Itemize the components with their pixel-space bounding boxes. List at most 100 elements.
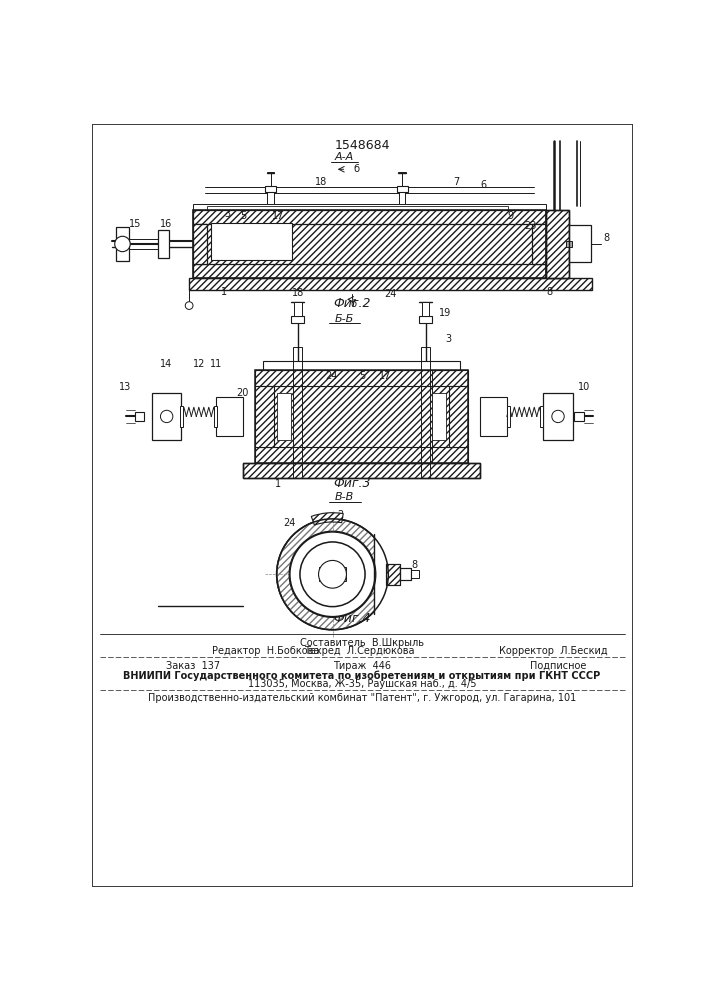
Text: 5: 5 xyxy=(359,371,365,381)
Bar xyxy=(574,412,583,421)
Text: 10: 10 xyxy=(578,382,590,392)
Text: 3: 3 xyxy=(445,334,451,344)
Text: 24: 24 xyxy=(385,289,397,299)
Text: 17: 17 xyxy=(379,371,392,381)
Text: 11: 11 xyxy=(210,359,223,369)
Text: 13: 13 xyxy=(119,382,132,392)
Text: А-А: А-А xyxy=(334,152,354,162)
Bar xyxy=(319,567,346,581)
Text: Техред  Л.Сердюкова: Техред Л.Сердюкова xyxy=(305,646,415,656)
Circle shape xyxy=(300,542,365,607)
Circle shape xyxy=(319,560,346,588)
Bar xyxy=(540,406,543,427)
Text: 3: 3 xyxy=(224,209,230,219)
Bar xyxy=(193,224,207,264)
Bar xyxy=(400,568,411,580)
Bar xyxy=(180,406,183,427)
Bar xyxy=(207,206,508,210)
Text: 1548684: 1548684 xyxy=(334,139,390,152)
Text: 20: 20 xyxy=(236,388,249,398)
Text: 8: 8 xyxy=(547,287,553,297)
Text: Фиг.4: Фиг.4 xyxy=(333,612,370,625)
Bar xyxy=(293,302,301,316)
Bar xyxy=(386,564,400,585)
Text: Заказ  137: Заказ 137 xyxy=(166,661,220,671)
Bar xyxy=(135,412,144,421)
Circle shape xyxy=(115,236,130,252)
Bar xyxy=(546,210,569,278)
Text: Б-Б: Б-Б xyxy=(334,314,354,324)
Text: 19: 19 xyxy=(440,308,452,318)
Text: 18: 18 xyxy=(291,288,304,298)
Bar xyxy=(507,406,510,427)
Bar xyxy=(129,239,158,249)
Text: Корректор  Л.Бескид: Корректор Л.Бескид xyxy=(499,646,608,656)
Circle shape xyxy=(160,410,173,423)
Text: 24: 24 xyxy=(284,518,296,528)
Wedge shape xyxy=(311,513,344,525)
Bar xyxy=(212,225,291,259)
Text: 16: 16 xyxy=(160,219,172,229)
Text: Подписное: Подписное xyxy=(530,661,587,671)
Bar xyxy=(211,223,292,260)
Text: Редактор  Н.Бобкова: Редактор Н.Бобкова xyxy=(212,646,320,656)
Text: 6: 6 xyxy=(481,180,486,190)
Bar xyxy=(421,347,430,478)
Bar xyxy=(566,241,572,247)
Bar xyxy=(276,393,291,440)
Text: б: б xyxy=(354,164,360,174)
Bar xyxy=(543,393,573,440)
Circle shape xyxy=(289,531,376,617)
Text: 14: 14 xyxy=(160,359,172,369)
Bar xyxy=(193,204,546,210)
Text: 9: 9 xyxy=(508,211,514,221)
Bar xyxy=(419,316,432,323)
Bar xyxy=(207,224,532,264)
Text: 18: 18 xyxy=(315,177,327,187)
Bar xyxy=(400,568,411,580)
Bar xyxy=(293,347,303,478)
Bar xyxy=(386,564,400,585)
Text: 8: 8 xyxy=(603,233,609,243)
Text: 113035, Москва, Ж-35, Раушская наб., д. 4/5: 113035, Москва, Ж-35, Раушская наб., д. … xyxy=(247,679,477,689)
Bar xyxy=(189,278,592,290)
Bar xyxy=(569,225,590,262)
Text: 17: 17 xyxy=(272,211,284,221)
Bar xyxy=(214,406,217,427)
Text: Тираж  446: Тираж 446 xyxy=(333,661,391,671)
Text: 15: 15 xyxy=(129,219,141,229)
Text: 24: 24 xyxy=(325,371,337,381)
Text: 7: 7 xyxy=(453,177,460,187)
Bar xyxy=(158,230,169,258)
Text: Фиг.3: Фиг.3 xyxy=(333,477,370,490)
Text: 23: 23 xyxy=(524,221,537,231)
Bar xyxy=(193,210,546,224)
Text: Фиг.2: Фиг.2 xyxy=(333,297,370,310)
Text: В-В: В-В xyxy=(334,492,354,502)
Bar xyxy=(546,210,569,278)
Text: 12: 12 xyxy=(193,359,206,369)
Bar xyxy=(255,370,468,386)
Circle shape xyxy=(185,302,193,309)
Bar xyxy=(449,386,468,447)
Circle shape xyxy=(276,519,388,630)
Text: 8: 8 xyxy=(411,560,418,570)
Text: 5: 5 xyxy=(240,211,247,221)
Bar xyxy=(193,264,546,278)
Bar xyxy=(267,192,274,204)
Text: 1: 1 xyxy=(221,287,227,297)
Bar xyxy=(115,227,129,261)
Text: ВНИИПИ Государственного комитета по изобретениям и открытиям при ГКНТ СССР: ВНИИПИ Государственного комитета по изоб… xyxy=(123,671,600,681)
Bar xyxy=(274,386,449,447)
Bar xyxy=(411,570,419,578)
Text: 1: 1 xyxy=(275,479,281,489)
Bar xyxy=(255,447,468,463)
Bar xyxy=(480,397,507,436)
Bar xyxy=(152,393,182,440)
Bar xyxy=(216,397,243,436)
Text: 2: 2 xyxy=(337,510,344,520)
Bar xyxy=(255,370,468,463)
Bar xyxy=(265,186,276,192)
Circle shape xyxy=(552,410,564,423)
Bar xyxy=(397,186,408,192)
